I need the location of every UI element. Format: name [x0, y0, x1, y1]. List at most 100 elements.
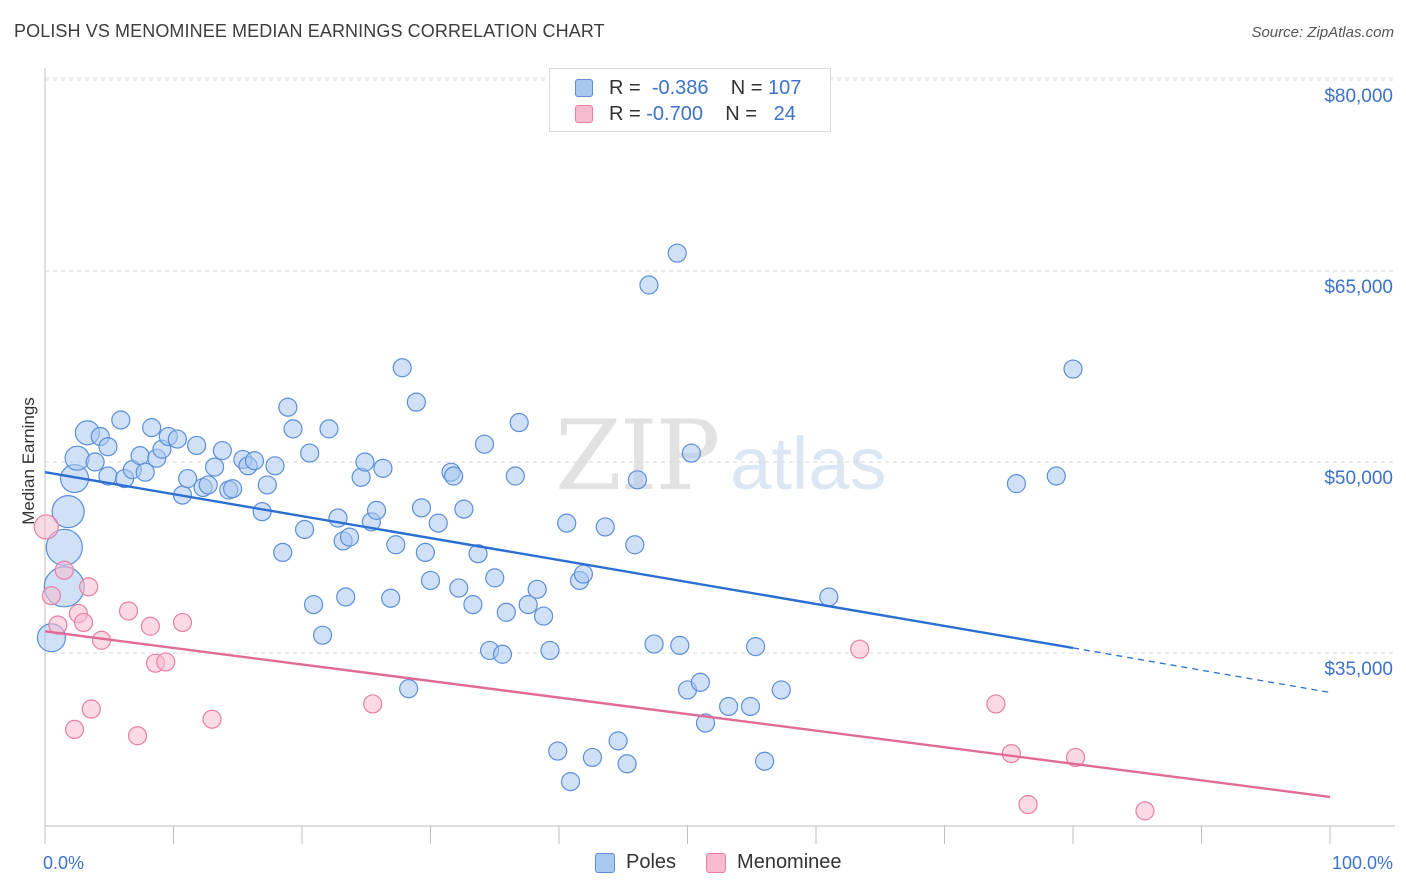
- poles-point: [505, 466, 525, 486]
- menominee-point: [41, 586, 62, 606]
- r-value: -0.700: [646, 102, 703, 125]
- poles-point: [187, 435, 207, 456]
- y-axis-title: Median Earnings: [19, 397, 38, 525]
- poles-swatch: [575, 79, 593, 97]
- poles-point: [411, 498, 432, 518]
- poles-point: [1006, 474, 1027, 494]
- poles-point: [373, 458, 393, 478]
- y-tick-label-50000: $50,000: [1324, 468, 1393, 489]
- menominee-point: [363, 694, 383, 714]
- poles-point: [312, 625, 333, 645]
- r-label: R =: [609, 102, 641, 125]
- poles-point: [278, 397, 298, 417]
- poles-trend-line: [44, 471, 1074, 650]
- poles-point: [273, 542, 293, 563]
- n-value: 24: [768, 102, 796, 125]
- poles-trend-extension: [1072, 647, 1331, 694]
- poles-point: [533, 606, 554, 626]
- poles-point: [420, 570, 441, 591]
- menominee-trend-line: [44, 630, 1331, 799]
- menominee-point: [118, 601, 139, 621]
- poles-point: [496, 602, 516, 622]
- poles-point: [257, 475, 277, 495]
- y-tick-label-65000: $65,000: [1324, 277, 1393, 298]
- poles-point: [244, 451, 265, 471]
- poles-point: [300, 443, 320, 463]
- poles-point: [573, 564, 594, 584]
- poles-point: [142, 418, 162, 438]
- poles-point: [135, 462, 155, 482]
- poles-point: [339, 527, 360, 547]
- menominee-point: [81, 699, 101, 719]
- poles-point: [1063, 359, 1083, 379]
- poles-legend-swatch: [595, 852, 615, 873]
- poles-point: [111, 410, 131, 430]
- poles-point: [617, 754, 637, 774]
- poles-point: [1046, 466, 1066, 486]
- menominee-swatch: [575, 105, 593, 123]
- poles-point: [319, 419, 339, 439]
- menominee-point: [73, 612, 94, 633]
- menominee-point: [172, 612, 193, 633]
- source-label: Source: ZipAtlas.com: [1251, 24, 1394, 41]
- poles-point: [85, 452, 105, 472]
- poles-point: [355, 452, 375, 472]
- menominee-point: [986, 694, 1006, 714]
- poles-point: [198, 475, 218, 495]
- y-tick-label-35000: $35,000: [1324, 659, 1393, 680]
- poles-point: [695, 713, 716, 733]
- menominee-point: [1065, 747, 1086, 768]
- r-value: -0.386: [651, 76, 709, 99]
- menominee-legend-label: Menominee: [737, 851, 842, 873]
- poles-point: [667, 243, 687, 263]
- poles-point: [492, 644, 513, 664]
- poles-point: [381, 588, 401, 608]
- menominee-point: [1018, 794, 1038, 815]
- poles-point: [444, 466, 464, 486]
- stats-legend: R = -0.386 N = 107 R = -0.700 N = 24: [549, 68, 831, 132]
- poles-point: [428, 513, 448, 533]
- poles-point: [406, 392, 426, 412]
- poles-point: [719, 696, 739, 717]
- poles-point: [560, 772, 581, 792]
- menominee-point: [140, 616, 160, 636]
- n-value: 107: [768, 76, 802, 99]
- poles-point: [386, 535, 406, 555]
- chart-title: POLISH VS MENOMINEE MEDIAN EARNINGS CORR…: [14, 21, 605, 41]
- poles-point: [509, 412, 529, 433]
- poles-point: [582, 747, 603, 768]
- poles-point: [399, 679, 419, 699]
- x-tick-label-min: 0.0%: [43, 853, 85, 873]
- poles-point: [283, 419, 303, 439]
- x-tick-label-max: 100.0%: [1331, 853, 1393, 873]
- poles-point: [336, 587, 356, 607]
- poles-point: [205, 457, 225, 477]
- menominee-point: [850, 639, 870, 659]
- menominee-point: [33, 514, 59, 540]
- menominee-point: [54, 560, 74, 580]
- poles-point: [468, 544, 488, 564]
- y-tick-label-80000: $80,000: [1324, 86, 1393, 107]
- legend-item-poles: Poles: [595, 851, 676, 874]
- menominee-point: [127, 726, 148, 746]
- menominee-point: [64, 719, 85, 740]
- poles-point: [167, 429, 187, 449]
- poles-point: [754, 751, 775, 771]
- menominee-point: [1001, 743, 1021, 764]
- menominee-point: [156, 652, 176, 672]
- r-label: R =: [609, 76, 641, 99]
- n-label: N =: [730, 76, 763, 99]
- poles-point: [454, 499, 474, 519]
- poles-point: [595, 517, 615, 537]
- series-legend: Poles Menominee: [595, 851, 872, 874]
- poles-point: [608, 731, 628, 751]
- poles-point: [540, 640, 560, 661]
- poles-point: [463, 595, 483, 615]
- poles-point: [392, 358, 412, 378]
- poles-point: [265, 456, 285, 476]
- poles-point: [252, 502, 272, 522]
- poles-point: [98, 437, 118, 457]
- poles-point: [819, 587, 839, 607]
- poles-legend-label: Poles: [626, 851, 677, 873]
